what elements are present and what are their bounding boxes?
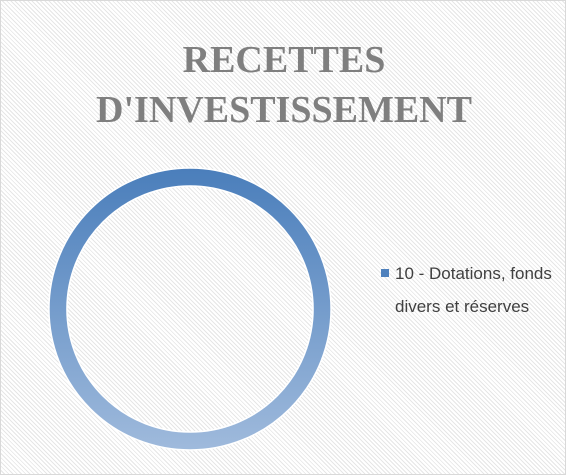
legend-swatch <box>381 269 389 277</box>
donut-segment <box>48 167 332 451</box>
legend: 10 - Dotations, fonds divers et réserves <box>381 257 556 323</box>
legend-label: 10 - Dotations, fonds divers et réserves <box>395 264 552 316</box>
chart-title: RECETTES D'INVESTISSEMENT <box>96 39 472 131</box>
